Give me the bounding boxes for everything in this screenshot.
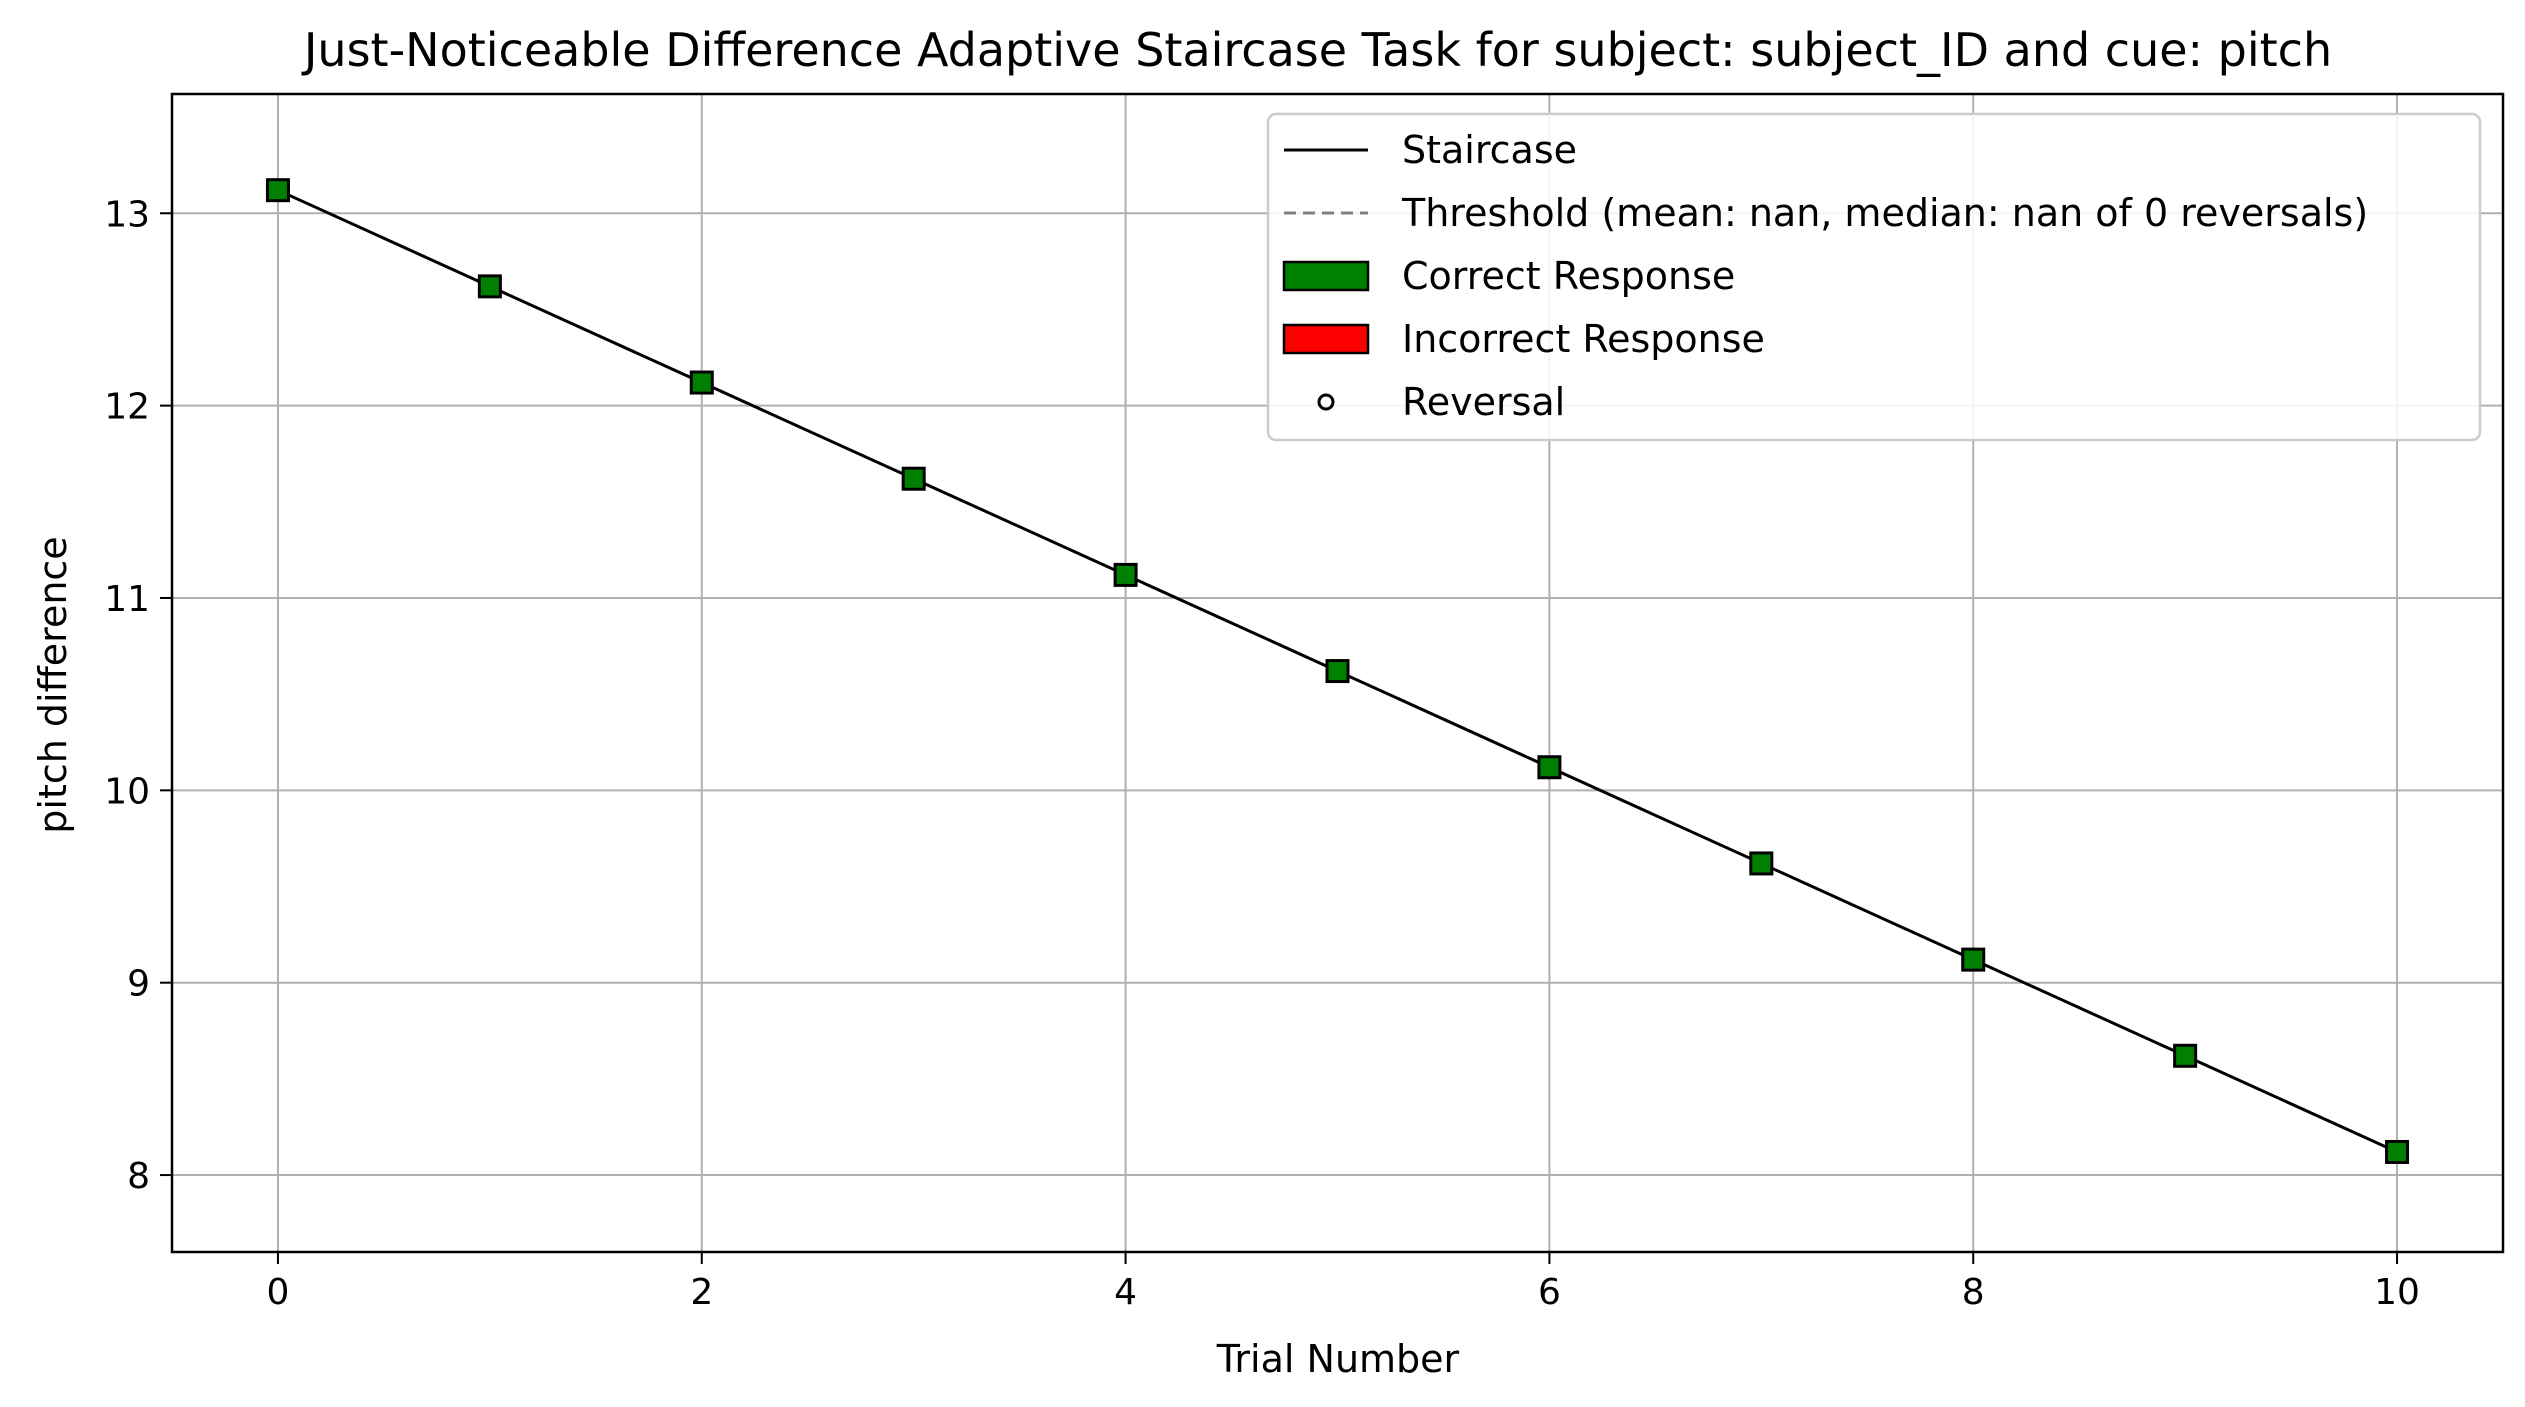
legend-label-threshold: Threshold (mean: nan, median: nan of 0 r… — [1401, 191, 2368, 235]
data-point-marker — [1749, 851, 1774, 876]
data-point-marker — [1113, 562, 1138, 587]
y-tick-label: 11 — [104, 579, 150, 620]
legend-handle-incorrect — [1282, 323, 1370, 355]
y-tick-label: 10 — [104, 771, 150, 812]
data-point-marker — [901, 466, 926, 491]
chart-title: Just-Noticeable Difference Adaptive Stai… — [301, 23, 2332, 77]
data-point-marker — [265, 178, 290, 203]
x-tick-label: 6 — [1538, 1272, 1561, 1313]
x-tick-label: 8 — [1962, 1272, 1985, 1313]
data-point-marker — [2385, 1139, 2410, 1164]
plot-frame — [170, 92, 2505, 1254]
y-tick-label: 13 — [104, 194, 150, 235]
y-tick-label: 8 — [127, 1156, 150, 1197]
legend-label-correct: Correct Response — [1402, 254, 1735, 298]
legend: Staircase Threshold (mean: nan, median: n… — [1266, 112, 2482, 442]
x-tick-label: 10 — [2374, 1272, 2420, 1313]
x-axis-title: Trial Number — [1216, 1337, 1460, 1381]
legend-handle-reversal — [1317, 393, 1335, 411]
legend-label-reversal: Reversal — [1402, 380, 1565, 424]
data-point-marker — [1537, 755, 1562, 780]
data-point-marker — [1961, 947, 1986, 972]
x-tick-label: 4 — [1114, 1272, 1137, 1313]
x-tick-label: 0 — [267, 1272, 290, 1313]
y-tick-label: 9 — [127, 964, 150, 1005]
y-axis-title: pitch difference — [31, 536, 75, 833]
data-point-marker — [2173, 1043, 2198, 1068]
x-tick-label: 2 — [690, 1272, 713, 1313]
data-point-marker — [477, 274, 502, 299]
axis-ticks: 0 2 4 6 8 10 8 9 10 11 12 13 — [104, 194, 2420, 1313]
legend-box — [1266, 112, 2482, 442]
plot-area — [265, 178, 2410, 1164]
y-tick-label: 12 — [104, 387, 150, 428]
legend-label-incorrect: Incorrect Response — [1402, 317, 1765, 361]
data-point-marker — [689, 370, 714, 395]
data-point-marker — [1325, 659, 1350, 684]
legend-handle-correct — [1282, 260, 1370, 292]
legend-label-staircase: Staircase — [1402, 128, 1577, 172]
